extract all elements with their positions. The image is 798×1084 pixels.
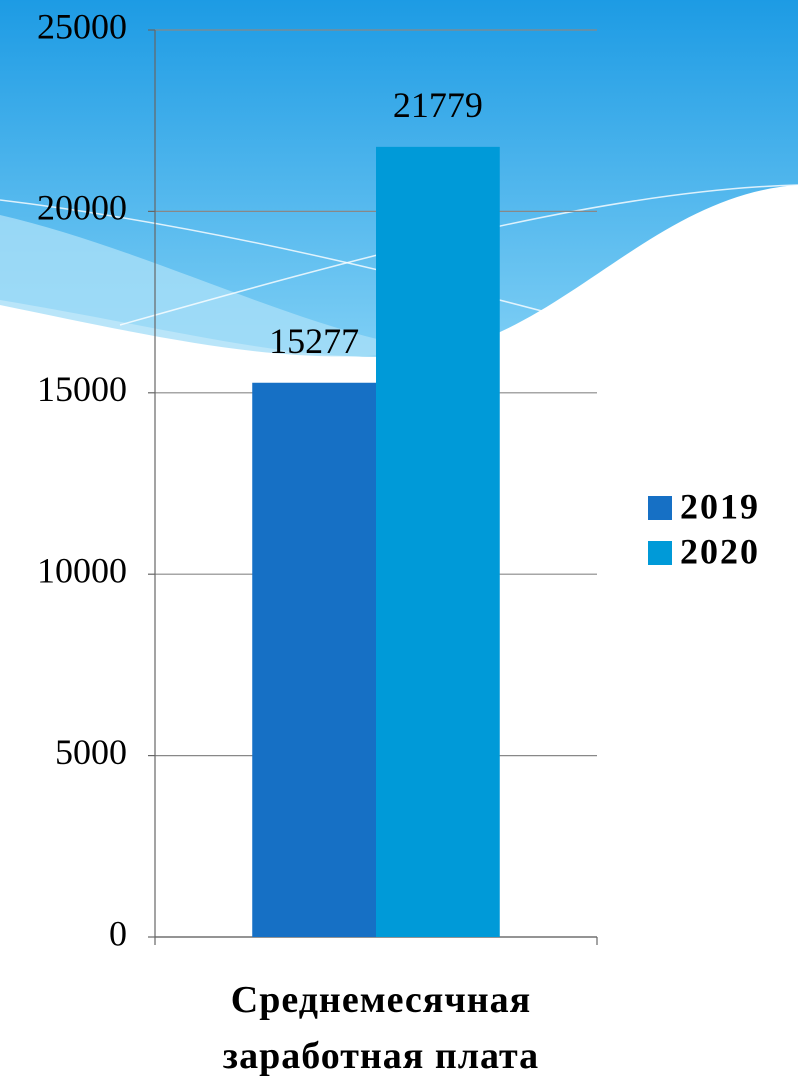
legend-label: 2019 [680, 486, 760, 526]
y-tick-label: 5000 [55, 732, 127, 772]
legend-swatch [648, 541, 672, 565]
y-tick-label: 10000 [37, 550, 127, 590]
y-tick-label: 20000 [37, 188, 127, 228]
legend-swatch [648, 496, 672, 520]
bar [376, 146, 500, 937]
data-label: 21779 [393, 85, 483, 125]
y-tick-label: 25000 [37, 6, 127, 46]
y-tick-label: 15000 [37, 369, 127, 409]
plot-area: 0 5000 10000 15000 20000 25000 15277 21779 2019 2… [37, 6, 760, 953]
x-category-label: Среднемесячная заработная плата [222, 979, 540, 1077]
data-label: 15277 [269, 321, 359, 361]
bar [252, 382, 376, 937]
legend-label: 2020 [680, 531, 760, 571]
y-tick-label: 0 [109, 913, 127, 953]
